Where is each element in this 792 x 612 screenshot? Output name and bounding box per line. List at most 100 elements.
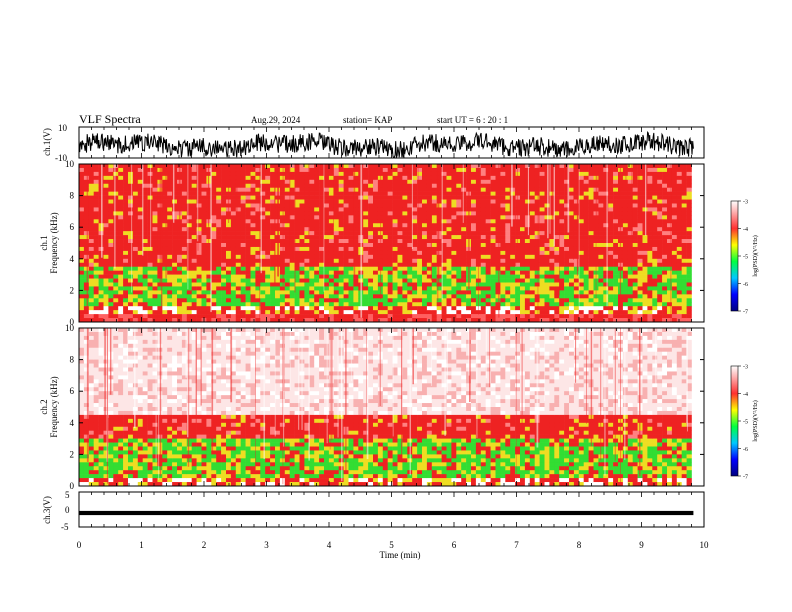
spectrogram-cell: [505, 290, 511, 295]
spectrogram-cell: [333, 235, 339, 240]
spectrogram-cell: [206, 215, 212, 220]
spectrogram-cell: [132, 175, 139, 181]
spectrogram-cell: [397, 187, 403, 192]
spectrogram-cell: [348, 306, 354, 311]
spectrogram-cell: [539, 179, 545, 185]
spectrogram-cell: [529, 318, 535, 323]
spectrogram-cell: [206, 286, 212, 291]
spectrogram-cell: [88, 266, 94, 271]
spectrogram-cell: [338, 314, 344, 319]
spectrogram-cell: [103, 266, 109, 271]
spectrogram-cell: [152, 298, 158, 303]
spectrogram-cell: [181, 258, 188, 264]
spectrogram-cell: [402, 274, 408, 279]
spectrogram-cell: [627, 219, 633, 224]
spectrogram-cell: [284, 302, 290, 307]
spectrogram-cell: [201, 270, 207, 275]
spectrogram-cell: [622, 246, 629, 252]
spectrogram-cell: [284, 258, 290, 264]
spectrogram-cell: [387, 250, 393, 256]
spectrogram-cell: [108, 191, 114, 196]
spectrogram-cell: [83, 286, 90, 291]
spectrogram-cell: [167, 310, 173, 315]
spectrogram-cell: [260, 266, 266, 271]
spectrogram-cell: [608, 262, 614, 267]
spectrogram-cell: [206, 183, 212, 188]
spectrogram-cell: [250, 219, 256, 224]
spectrogram-cell: [343, 203, 349, 208]
spectrogram-cell: [343, 164, 349, 169]
spectrogram-cell: [363, 199, 369, 204]
spectrogram-cell: [426, 282, 433, 287]
spectrogram-cell: [270, 203, 276, 208]
spectrogram-cell: [392, 250, 398, 256]
spectrogram-cell: [211, 282, 217, 287]
spectrogram-cell: [417, 239, 423, 244]
spectrogram-cell: [676, 270, 682, 275]
spectrogram-cell: [255, 223, 261, 228]
spectrogram-cell: [172, 215, 178, 220]
spectrogram-cell: [79, 314, 85, 319]
spectrogram-cell: [373, 203, 379, 208]
spectrogram-cell: [662, 290, 668, 295]
spectrogram-cell: [172, 175, 178, 181]
spectrogram-cell: [353, 254, 359, 260]
spectrogram-cell: [333, 195, 339, 200]
spectrogram-cell: [671, 195, 678, 200]
spectrogram-cell: [162, 223, 168, 228]
spectrogram-cell: [235, 282, 241, 287]
spectrogram-cell: [83, 314, 90, 319]
spectrogram-cell: [471, 187, 477, 192]
spectrogram-cell: [113, 187, 119, 192]
spectrogram-cell: [549, 286, 555, 291]
spectrogram-cell: [667, 250, 673, 256]
spectrogram-cell: [637, 175, 643, 181]
spectrogram-cell: [485, 164, 491, 169]
spectrogram-cell: [588, 219, 594, 224]
spectrogram-cell: [328, 250, 335, 256]
spectrogram-cell: [368, 274, 374, 279]
spectrogram-cell: [103, 191, 109, 196]
spectrogram-cell: [147, 211, 153, 216]
spectrogram-cell: [412, 164, 418, 169]
spectrogram-cell: [348, 258, 354, 264]
spectrogram-cell: [510, 195, 516, 200]
spectrogram-cell: [201, 215, 207, 220]
spectrogram-cell: [549, 246, 555, 252]
spectrogram-cell: [79, 191, 85, 196]
spectrogram-cell: [505, 278, 511, 283]
spectrogram-cell: [569, 199, 575, 204]
spectrogram-cell: [534, 239, 540, 244]
spectrogram-cell: [343, 179, 349, 185]
spectrogram-cell: [603, 286, 609, 291]
spectrogram-cell: [622, 223, 629, 228]
spectrogram-cell: [681, 183, 687, 188]
spectrogram-cell: [333, 282, 339, 287]
spectrogram-cell: [485, 306, 491, 311]
spectrogram-cell: [392, 239, 398, 244]
spectrogram-cell: [647, 318, 653, 323]
spectrogram-cell: [446, 246, 452, 252]
spectrogram-cell: [147, 167, 153, 173]
spectrogram-cell: [647, 223, 653, 228]
spectrogram-cell: [456, 302, 462, 307]
spectrogram-cell: [426, 203, 433, 208]
spectrogram-cell: [265, 187, 271, 192]
spectrogram-cell: [250, 227, 256, 232]
spectrogram-cell: [671, 278, 678, 283]
spectrogram-cell: [147, 286, 153, 291]
spectrogram-cell: [578, 278, 584, 283]
spectrogram-cell: [314, 310, 320, 315]
spectrogram-cell: [529, 254, 535, 260]
spectrogram-cell: [627, 171, 633, 177]
spectrogram-cell: [284, 175, 290, 181]
spectrogram-cell: [123, 239, 129, 244]
spectrogram-cell: [289, 254, 295, 260]
spectrogram-cell: [598, 227, 604, 232]
spectrogram-cell: [681, 235, 687, 240]
spectrogram-cell: [676, 231, 682, 236]
spectrogram-cell: [441, 282, 447, 287]
spectrogram-cell: [417, 254, 423, 260]
spectrogram-cell: [647, 290, 653, 295]
spectrogram-cell: [108, 183, 114, 188]
